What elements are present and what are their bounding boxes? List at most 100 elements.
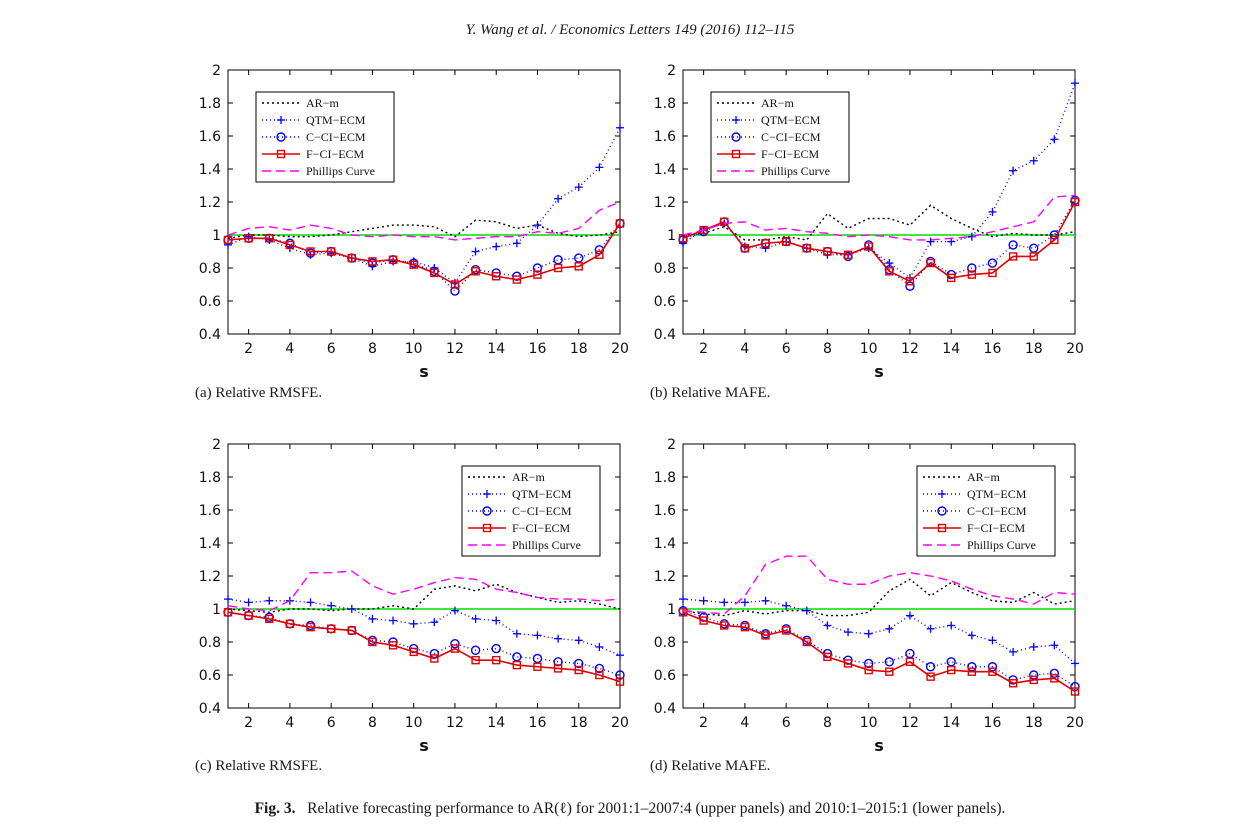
series-line [227, 127, 621, 284]
data-point [326, 624, 336, 634]
y-tick-label: 1.2 [654, 569, 676, 585]
y-tick-label: 2 [667, 437, 676, 453]
data-point [512, 275, 522, 284]
x-tick-label: 6 [782, 715, 791, 731]
data-point [905, 281, 915, 291]
x-tick-label: 6 [327, 715, 336, 731]
x-tick-label: 14 [487, 715, 505, 731]
data-point [905, 648, 915, 659]
subcaption-a: (a) Relative RMSFE. [195, 385, 323, 401]
data-point [265, 614, 274, 624]
data-point [988, 667, 997, 676]
data-point [388, 255, 398, 264]
data-point [244, 234, 253, 243]
data-point [761, 631, 770, 640]
data-point [450, 644, 460, 653]
x-tick-label: 4 [740, 341, 749, 357]
legend-marker [482, 506, 492, 516]
data-point [306, 622, 315, 632]
x-tick-label: 6 [327, 341, 336, 357]
x-tick-label: 8 [368, 715, 377, 731]
legend-label: C−CI−ECM [967, 504, 1027, 518]
data-point [967, 662, 977, 672]
data-point [967, 270, 977, 279]
data-point [1008, 240, 1018, 250]
x-tick-label: 12 [901, 341, 919, 357]
data-point [946, 657, 956, 667]
data-point [574, 253, 584, 263]
data-point [450, 638, 460, 649]
y-tick-label: 0.8 [199, 635, 221, 651]
y-tick-label: 1 [212, 228, 221, 244]
legend-label: QTM−ECM [967, 487, 1027, 501]
data-point [491, 643, 501, 654]
legend: AR−m QTM−ECM C−CI−ECM F−CI−ECM Phillips Curv… [255, 91, 395, 183]
data-point [533, 662, 542, 671]
data-point [988, 268, 997, 278]
data-point [265, 234, 274, 243]
y-tick-label: 0.6 [199, 668, 221, 684]
y-tick-label: 1.2 [654, 195, 676, 211]
data-point [781, 626, 791, 635]
data-point [574, 262, 583, 271]
data-point [947, 273, 956, 283]
data-point [223, 235, 233, 245]
data-point [492, 272, 501, 281]
y-tick-label: 1 [667, 228, 676, 244]
y-tick-label: 0.8 [654, 635, 676, 651]
data-point [553, 657, 563, 667]
series-phillips-curve [682, 194, 1076, 241]
series-line [227, 201, 621, 241]
legend-marker [482, 523, 492, 533]
subcaption-d: (d) Relative MAFE. [650, 758, 771, 774]
data-point [615, 670, 625, 680]
data-point [430, 268, 439, 278]
x-tick-label: 18 [570, 715, 588, 731]
data-point [926, 258, 935, 268]
data-point [720, 217, 729, 227]
y-tick-label: 1.6 [199, 503, 221, 519]
data-point [574, 658, 584, 669]
x-tick-label: 16 [984, 715, 1002, 731]
x-tick-label: 2 [699, 715, 708, 731]
data-point [450, 286, 460, 296]
data-point [1070, 681, 1080, 692]
series-line [682, 204, 1076, 241]
data-point [388, 641, 398, 650]
series-line [227, 219, 621, 239]
data-point [553, 255, 563, 265]
data-point [512, 660, 522, 670]
x-tick-label: 2 [244, 341, 253, 357]
legend-label: Phillips Curve [761, 164, 830, 178]
data-point [947, 665, 956, 675]
legend-label: AR−m [761, 96, 794, 110]
data-point [864, 242, 873, 251]
y-tick-label: 1.2 [199, 195, 221, 211]
legend-label: C−CI−ECM [512, 504, 572, 518]
data-point [1029, 670, 1039, 680]
data-point [368, 637, 377, 647]
x-tick-label: 12 [446, 341, 464, 357]
data-point [1070, 687, 1080, 696]
data-point [471, 267, 480, 276]
data-point [699, 225, 708, 235]
data-point [532, 653, 543, 664]
data-point [347, 253, 356, 263]
data-point [450, 280, 460, 289]
x-tick-label: 4 [285, 341, 294, 357]
x-tick-label: 16 [529, 715, 547, 731]
data-point [553, 263, 563, 273]
data-point [885, 667, 894, 676]
series-phillips-curve [227, 570, 621, 612]
data-point [595, 250, 604, 260]
x-tick-label: 6 [782, 341, 791, 357]
legend-label: AR−m [512, 470, 545, 484]
data-point [967, 667, 977, 676]
y-tick-label: 1.4 [654, 162, 676, 178]
y-tick-label: 0.4 [199, 327, 221, 343]
series-line [682, 578, 1076, 617]
series-qtm-ecm [679, 595, 1079, 668]
legend-label: C−CI−ECM [306, 130, 366, 144]
x-tick-label: 2 [699, 341, 708, 357]
data-point [615, 219, 625, 228]
